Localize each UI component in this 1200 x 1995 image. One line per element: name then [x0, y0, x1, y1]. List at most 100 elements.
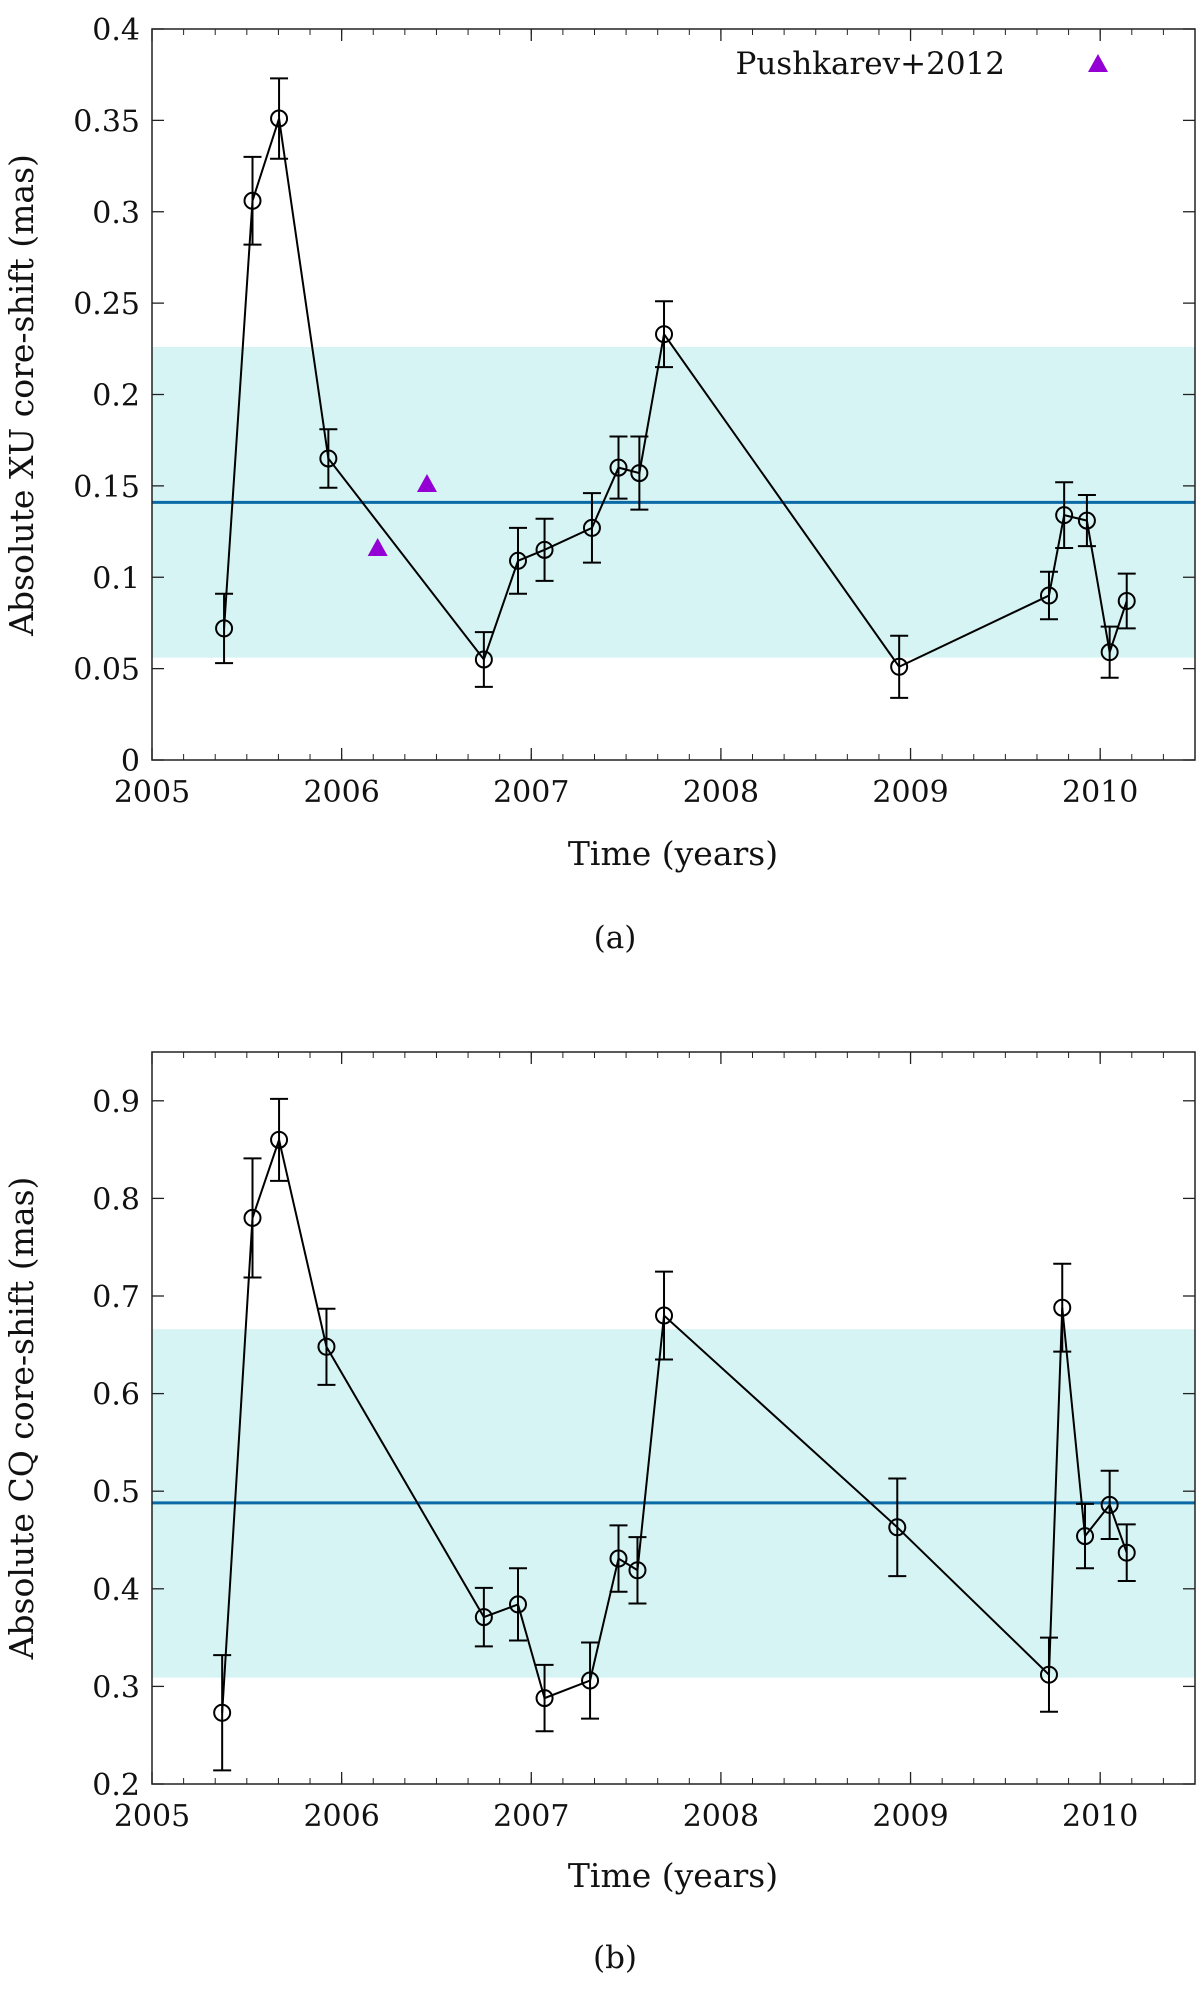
data-point [655, 325, 674, 344]
data-point [215, 619, 234, 638]
error-bar [888, 1477, 907, 1578]
plot-frame [151, 1051, 1196, 1785]
data-point [1117, 1543, 1136, 1562]
data-point [508, 1595, 527, 1614]
x-tick-label: 2009 [872, 775, 948, 810]
error-bar [609, 1524, 628, 1593]
caption-a: (a) [594, 920, 637, 956]
data-point [1117, 592, 1136, 611]
data-point [319, 449, 338, 468]
error-bar [270, 1097, 289, 1182]
error-bar [535, 517, 554, 582]
error-bar [655, 1270, 674, 1361]
error-bar [655, 300, 674, 369]
y-tick-label: 0.1 [92, 561, 140, 596]
error-bar [1039, 570, 1058, 621]
x-tick-label: 2005 [114, 775, 190, 810]
y-tick-label: 0.4 [92, 1573, 140, 1608]
data-point [655, 1306, 674, 1325]
data-point [582, 518, 601, 537]
error-bar [1076, 1502, 1095, 1570]
data-point [1077, 511, 1096, 530]
data-point [474, 650, 493, 669]
plot-frame [151, 28, 1196, 761]
legend-marker [1088, 54, 1108, 72]
data-point [243, 191, 262, 210]
error-bar [319, 428, 338, 489]
data-point [1053, 1298, 1072, 1317]
x-tick-label: 2008 [683, 775, 759, 810]
x-axis-label-b: Time (years) [568, 1856, 778, 1895]
error-bar [628, 1536, 647, 1605]
error-bar [1100, 1469, 1119, 1541]
error-bar [213, 1654, 232, 1772]
y-tick-label: 0.7 [92, 1280, 140, 1315]
x-tick-label: 2008 [683, 1799, 759, 1834]
data-point [888, 1518, 907, 1537]
x-axis-label-a: Time (years) [568, 834, 778, 873]
x-tick-label: 2006 [303, 775, 379, 810]
y-tick-label: 0.5 [92, 1475, 140, 1510]
x-tick-label: 2006 [303, 1799, 379, 1834]
reference-point [367, 538, 388, 557]
data-point [270, 1130, 289, 1149]
data-point [243, 1208, 262, 1227]
caption-b: (b) [593, 1940, 637, 1976]
y-tick-label: 0.8 [92, 1182, 140, 1217]
data-point [508, 551, 527, 570]
data-point [270, 109, 289, 128]
data-point [630, 464, 649, 483]
data-point [890, 657, 909, 676]
y-tick-label: 0 [121, 744, 140, 779]
x-tick-label: 2010 [1062, 1799, 1138, 1834]
data-point [1055, 506, 1074, 525]
y-tick-label: 0.4 [92, 13, 140, 48]
error-bar [1039, 1636, 1058, 1713]
error-bar [215, 592, 234, 665]
y-axis-label-b: Absolute CQ core-shift (mas) [2, 1177, 41, 1661]
data-point [213, 1703, 232, 1722]
x-tick-label: 2007 [493, 775, 569, 810]
y-tick-label: 0.3 [92, 196, 140, 231]
data-point [1100, 1495, 1119, 1514]
error-bar [317, 1307, 336, 1386]
y-tick-label: 0.25 [73, 287, 140, 322]
error-bar [609, 435, 628, 500]
data-point [535, 1689, 554, 1708]
data-point [474, 1608, 493, 1627]
x-tick-label: 2010 [1062, 775, 1138, 810]
error-bar [508, 526, 527, 595]
data-point [628, 1561, 647, 1580]
error-bar [890, 634, 909, 699]
error-bar [243, 1157, 262, 1279]
data-point [317, 1337, 336, 1356]
data-point [1039, 586, 1058, 605]
plot-area: 2005 2006 2007 2008 2009 2010 0.2 0.3 0.4 0.5 0.6 0… [92, 1051, 1196, 1834]
error-bar [1117, 572, 1136, 630]
data-point [1100, 643, 1119, 662]
x-tick-label: 2009 [872, 1799, 948, 1834]
y-tick-label: 0.05 [73, 653, 140, 688]
y-tick-label: 0.2 [92, 379, 140, 414]
error-bar [1117, 1523, 1136, 1582]
error-bar [630, 435, 649, 511]
error-bar [508, 1567, 527, 1642]
x-tick-label: 2007 [493, 1799, 569, 1834]
error-bar [1077, 494, 1096, 548]
y-tick-label: 0.35 [73, 104, 140, 139]
error-bar [581, 1641, 600, 1720]
y-tick-label: 0.2 [92, 1768, 140, 1803]
y-tick-label: 0.9 [92, 1085, 140, 1120]
data-point [609, 1549, 628, 1568]
y-tick-label: 0.15 [73, 470, 140, 505]
data-point [609, 458, 628, 477]
data-point [1039, 1665, 1058, 1684]
legend-label: Pushkarev+2012 [735, 46, 1005, 82]
error-bar [1055, 481, 1074, 550]
error-bar [270, 77, 289, 160]
panel-a: 2005 2006 2007 2008 2009 2010 0 0.05 0.1 0.15 0.2 0… [2, 13, 1196, 956]
y-tick-label: 0.6 [92, 1378, 140, 1413]
x-tick-label: 2005 [114, 1799, 190, 1834]
error-bar [243, 155, 262, 246]
